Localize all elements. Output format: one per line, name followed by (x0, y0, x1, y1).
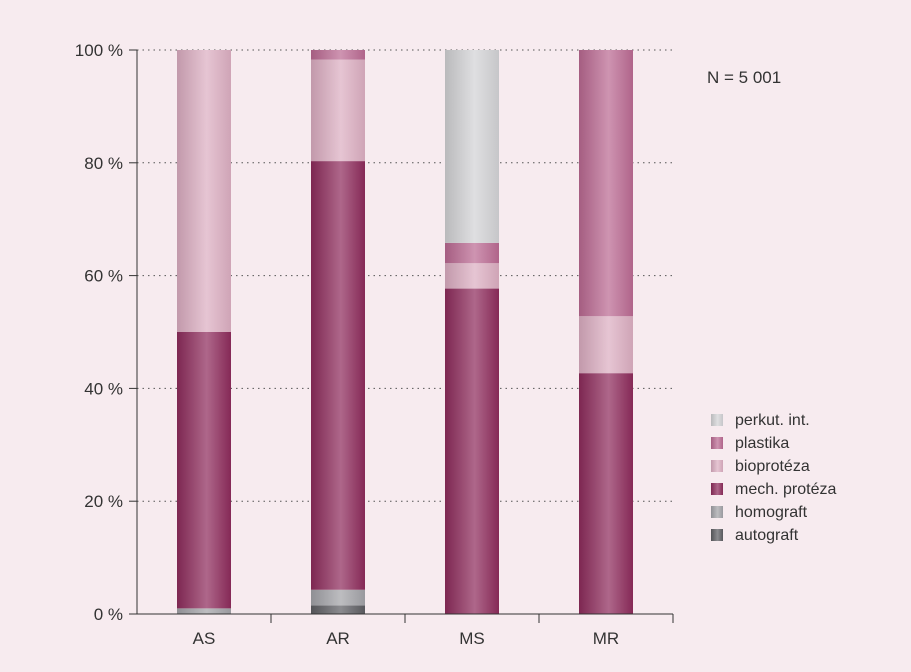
y-tick-label: 100 % (75, 41, 123, 60)
bar-segment-perkut-int (445, 50, 499, 243)
legend-item-autograft: autograft (711, 527, 799, 544)
bar-segment-bioproteza (579, 316, 633, 374)
x-tick-label: AS (193, 629, 216, 648)
x-tick-label: MS (459, 629, 485, 648)
bar-segment-plastika (445, 242, 499, 264)
legend-label: plastika (735, 435, 789, 452)
bar-segment-homograft (311, 589, 365, 606)
y-tick-label: 0 % (94, 605, 123, 624)
sample-size-annotation: N = 5 001 (707, 68, 781, 87)
bar-segment-mech-proteza (177, 332, 231, 609)
legend-item-perkut-int: perkut. int. (711, 412, 810, 429)
x-tick-label: MR (593, 629, 619, 648)
legend-item-mech-proteza: mech. protéza (711, 481, 836, 498)
bar-segment-plastika (579, 50, 633, 317)
bar-segment-bioproteza (445, 263, 499, 289)
legend-label: mech. protéza (735, 481, 836, 498)
bar-segment-mech-proteza (311, 161, 365, 590)
legend-item-plastika: plastika (711, 435, 789, 452)
bar-segment-bioproteza (177, 50, 231, 332)
y-tick-label: 60 % (84, 267, 123, 286)
y-tick-label: 80 % (84, 154, 123, 173)
axes: 0 % 20 % 40 % 60 % 80 % 100 % AS AR MS MR (75, 41, 674, 648)
bar-stack-ms (445, 50, 499, 614)
legend-swatch (711, 483, 723, 495)
y-tick-label: 20 % (84, 492, 123, 511)
bar-segment-homograft (177, 608, 231, 614)
bar-segment-bioproteza (311, 59, 365, 162)
legend-swatch (711, 437, 723, 449)
legend-item-homograft: homograft (711, 504, 808, 521)
legend-label: perkut. int. (735, 412, 810, 429)
legend: perkut. int. plastika bioprotéza mech. prot… (711, 412, 836, 544)
bar-stack-mr (579, 50, 633, 614)
bar-segment-plastika (311, 50, 365, 60)
x-tick-label: AR (326, 629, 350, 648)
legend-label: autograft (735, 527, 799, 544)
bar-stack-ar (311, 50, 365, 614)
legend-label: bioprotéza (735, 458, 810, 475)
bar-segment-autograft (311, 605, 365, 614)
legend-swatch (711, 529, 723, 541)
legend-swatch (711, 414, 723, 426)
y-tick-label: 40 % (84, 379, 123, 398)
bar-segment-mech-proteza (445, 288, 499, 614)
legend-item-bioproteza: bioprotéza (711, 458, 810, 475)
legend-label: homograft (735, 504, 808, 521)
legend-swatch (711, 460, 723, 472)
bar-segment-mech-proteza (579, 373, 633, 614)
bars (177, 50, 633, 614)
legend-swatch (711, 506, 723, 518)
bar-stack-as (177, 50, 231, 614)
